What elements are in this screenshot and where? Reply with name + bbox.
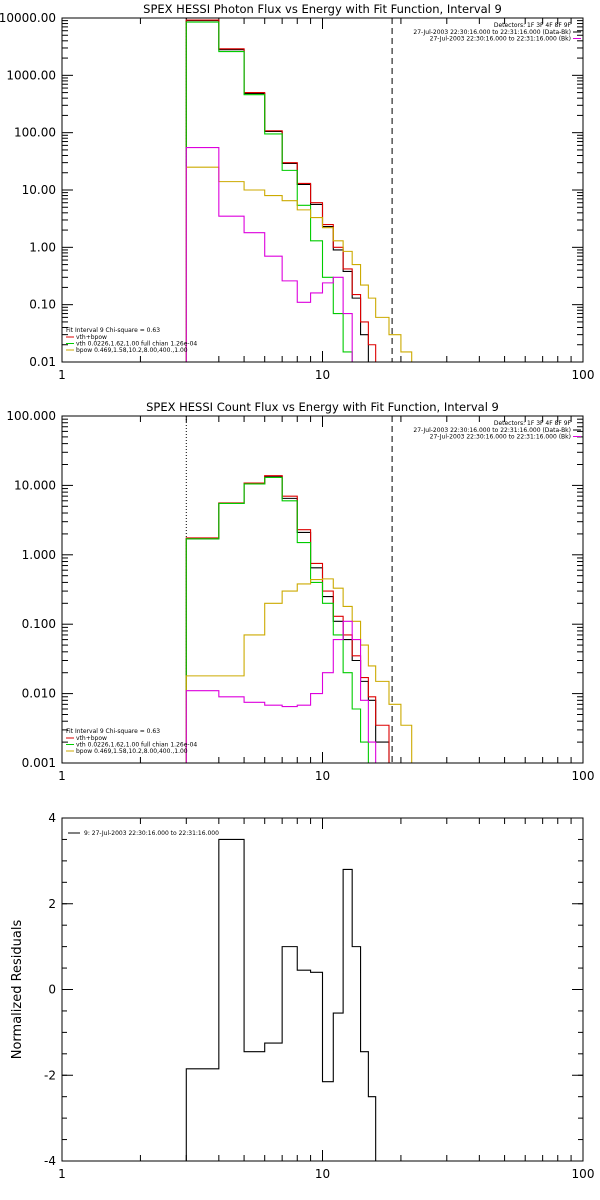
chart-panel-3: 1 10 100 -4 -2 0 2 4 Normalized Residuals 9: 27-J… — [10, 811, 594, 1181]
x-tick-label: 100 — [572, 368, 595, 382]
y-tick-label: 1.000 — [22, 548, 56, 562]
y-tick-label: 10.00 — [22, 183, 56, 197]
y-axis-label: Normalized Residuals — [10, 920, 25, 1060]
time-range-label: 27-Jul-2003 22:30:16.000 to 22:31:16.000… — [413, 29, 571, 36]
series-data-line — [185, 20, 377, 362]
y-tick-label: 0.10 — [29, 298, 56, 312]
residual-legend: 9: 27-Jul-2003 22:30:16.000 to 22:31:16.… — [68, 830, 219, 837]
time-range-label: 27-Jul-2003 22:30:16.000 to 22:31:16.000… — [430, 36, 571, 43]
fit-legend-label: vth+bpow — [76, 735, 107, 742]
y-tick-label: 2 — [48, 897, 56, 911]
axis-ticks — [61, 17, 584, 363]
x-tick-label: 10 — [315, 368, 330, 382]
x-tick-label: 1 — [58, 368, 66, 382]
y-tick-label: 4 — [48, 811, 56, 825]
series-total-line — [185, 475, 390, 763]
y-tick-label: 100.000 — [6, 409, 56, 423]
chart-panel-1: SPEX HESSI Photon Flux vs Energy with Fi… — [0, 2, 594, 382]
y-tick-label: 100.00 — [14, 126, 56, 140]
x-tick-label: 1 — [58, 1167, 66, 1181]
residual-legend-label: 9: 27-Jul-2003 22:30:16.000 to 22:31:16.… — [84, 830, 219, 837]
fit-header: Fit Interval 9 Chi-square = 0.63 — [66, 327, 160, 334]
time-range-label: 27-Jul-2003 22:30:16.000 to 22:31:16.000… — [413, 427, 571, 434]
series-bk-line — [185, 620, 377, 763]
fit-legend: Fit Interval 9 Chi-square = 0.63vth+bpow… — [66, 327, 197, 354]
x-tick-label: 10 — [315, 1167, 330, 1181]
y-tick-label: 0.01 — [29, 355, 56, 369]
fit-legend-label: vth 0.0226,1.62,1.00 full chian 1.26e-04 — [76, 341, 197, 348]
fit-legend-label: vth+bpow — [76, 334, 107, 341]
fit-legend-label: bpow 0.469,1.58,10.2,8.00,400.,1.00 — [76, 347, 188, 354]
y-tick-label: -2 — [44, 1068, 56, 1082]
fit-legend-label: bpow 0.469,1.58,10.2,8.00,400.,1.00 — [76, 748, 188, 755]
x-tick-label: 100 — [572, 1167, 595, 1181]
series-bpow-line — [185, 166, 413, 362]
y-tick-label: 0.010 — [22, 687, 56, 701]
plot-frame — [61, 817, 584, 1162]
series-group — [185, 838, 390, 1161]
plot-frame — [61, 415, 584, 764]
series-bpow-line — [185, 578, 413, 763]
plot-frame — [61, 17, 584, 363]
y-tick-label: 10000.00 — [0, 11, 56, 25]
chart-title: SPEX HESSI Photon Flux vs Energy with Fi… — [143, 2, 502, 16]
detectors-label: Detectors: 1F 3F 4F 8F 9F — [494, 420, 572, 427]
y-tick-label: 0.100 — [22, 617, 56, 631]
detectors-label: Detectors: 1F 3F 4F 8F 9F — [494, 22, 572, 29]
x-tick-label: 100 — [572, 769, 595, 783]
series-bk-line — [185, 147, 362, 362]
y-tick-label: 1000.00 — [6, 68, 56, 82]
y-tick-label: 0.001 — [22, 756, 56, 770]
series-data-line — [185, 838, 390, 1161]
series-data-line — [185, 475, 390, 763]
series-total-line — [185, 19, 377, 362]
y-tick-label: 1.00 — [29, 240, 56, 254]
chart-title: SPEX HESSI Count Flux vs Energy with Fit… — [146, 400, 499, 414]
chart-panel-2: SPEX HESSI Count Flux vs Energy with Fit… — [6, 400, 594, 783]
series-vth-line — [185, 476, 377, 763]
fit-legend: Fit Interval 9 Chi-square = 0.63vth+bpow… — [66, 728, 197, 755]
series-vth-line — [185, 21, 353, 362]
time-range-label: 27-Jul-2003 22:30:16.000 to 22:31:16.000… — [430, 434, 571, 441]
x-tick-label: 1 — [58, 769, 66, 783]
y-tick-label: 10.000 — [14, 478, 56, 492]
axis-ticks — [61, 415, 584, 764]
fit-header: Fit Interval 9 Chi-square = 0.63 — [66, 728, 160, 735]
fit-legend-label: vth 0.0226,1.62,1.00 full chian 1.26e-04 — [76, 742, 197, 749]
x-tick-label: 10 — [315, 769, 330, 783]
series-group — [185, 19, 413, 362]
series-group — [185, 475, 413, 763]
y-tick-label: -4 — [44, 1154, 56, 1168]
y-tick-label: 0 — [48, 983, 56, 997]
